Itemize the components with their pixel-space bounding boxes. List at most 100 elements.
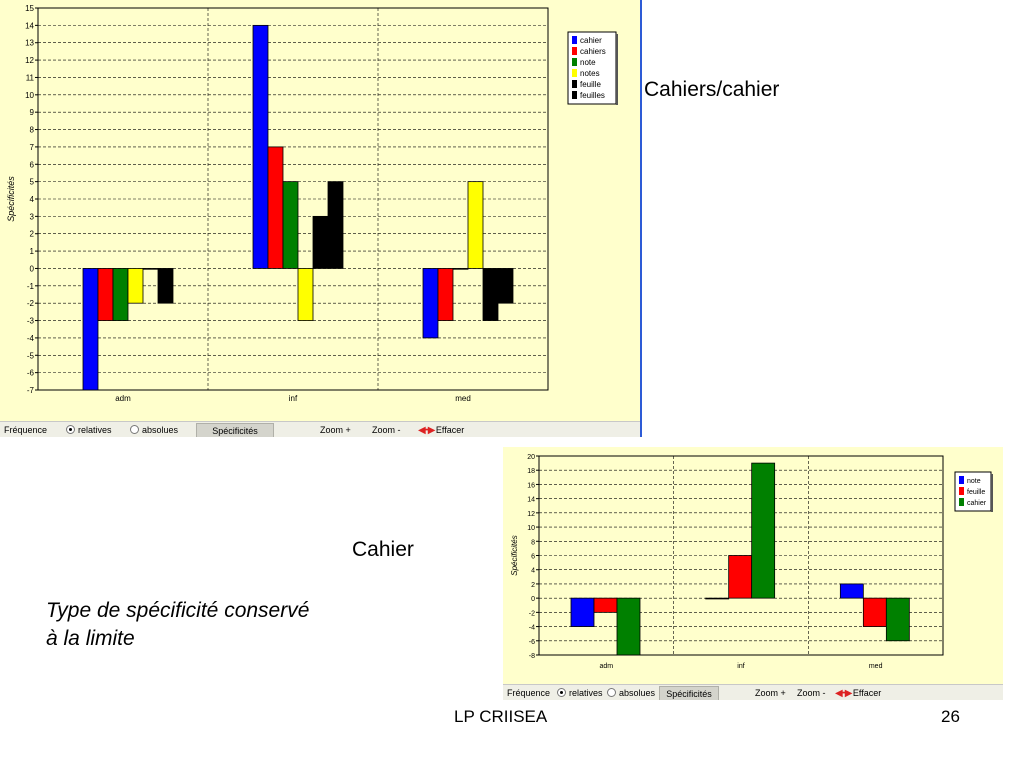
zoom-in-button[interactable]: Zoom + [320,425,351,435]
y-tick-label: 14 [25,21,34,30]
relatives-radio[interactable]: relatives [557,688,603,698]
y-tick-label: 10 [25,91,34,100]
legend-entry-notes: notes [580,69,600,78]
bar-cahier-med [885,597,910,642]
y-tick-label: 14 [527,497,535,504]
legend-entry-cahier: cahier [580,36,602,45]
absolues-radio[interactable]: absolues [130,425,178,435]
bar-cahiers-adm [97,268,114,321]
bar-note-med [839,583,864,599]
note-line-2: à la limite [46,627,135,650]
y-tick-label: 12 [25,56,34,65]
bar-feuille-med [482,268,499,321]
page-number: 26 [941,707,960,726]
category-label-inf: inf [737,663,744,670]
frequence-label: Fréquence [4,425,48,435]
effacer-label: Effacer [435,425,465,435]
y-tick-label: -8 [529,653,535,660]
y-tick-label: -2 [529,610,535,617]
legend-entry-cahier: cahier [967,500,987,507]
bar-feuille-adm [142,268,159,270]
bar-cahiers-med [437,268,454,321]
y-tick-label: -4 [27,334,35,343]
legend-entry-note: note [580,58,596,67]
tab-specificites[interactable]: Spécificités [659,686,719,700]
y-tick-label: 15 [25,4,34,13]
legend-swatch-cahier [959,498,964,506]
zoom-out-button[interactable]: Zoom - [372,425,401,435]
y-tick-label: 12 [527,511,535,518]
y-tick-label: -4 [529,625,535,632]
y-tick-label: 20 [527,454,535,461]
bar-chart-cahier: -8 -6 -4 -2 0 2 4 6 8 10 12 14 16 18 20 adm inf med Spécif… [510,454,993,670]
y-tick-label: 4 [30,195,35,204]
radio-icon[interactable] [607,688,616,697]
y-tick-label: 6 [531,554,535,561]
y-tick-label: -7 [27,386,35,395]
y-tick-label: -6 [27,369,35,378]
y-tick-label: -1 [27,282,35,291]
effacer-button[interactable]: ◀━▶ Effacer [418,425,464,436]
bar-notes-inf [297,268,314,321]
legend-swatch-cahier [572,36,577,44]
y-axis-label: Spécificités [6,176,16,222]
legend-entry-feuilles: feuilles [580,91,605,100]
bar-feuilles-med [497,268,514,304]
frequence-label: Fréquence [507,688,551,698]
legend-swatch-notes [572,69,577,77]
relatives-label: relatives [569,688,603,698]
legend-entry-feuille: feuille [580,80,601,89]
note-line-1: Type de spécificité conservé [46,599,310,622]
chart-window-top: -7 -6 -5 -4 -3 -2 -1 0 1 2 3 4 5 6 7 8 9 10 11 12 13 14 15 adm i… [0,0,642,437]
y-tick-label: 9 [30,108,35,117]
absolues-radio[interactable]: absolues [607,688,655,698]
zoom-in-button[interactable]: Zoom + [755,688,786,698]
y-tick-label: 3 [30,212,35,221]
relatives-label: relatives [78,425,112,435]
y-tick-label: 5 [30,178,35,187]
bar-notes-med [467,181,484,269]
radio-icon[interactable] [130,425,139,434]
y-tick-label: 13 [25,39,34,48]
legend-entry-cahiers: cahiers [580,47,606,56]
legend-entry-note: note [967,478,981,485]
legend-swatch-note [572,58,577,66]
double-arrow-icon: ◀━▶ [418,425,435,436]
y-tick-label: 8 [30,126,35,135]
note-text: Type de spécificité conservé à la limite [46,597,406,653]
bar-cahier-adm [82,268,99,391]
bar-cahier-inf [751,462,776,599]
double-arrow-icon: ◀━▶ [835,688,852,699]
chart-toolbar-bottom: Fréquence relatives absolues Spécificité… [503,684,1003,700]
y-tick-label: 6 [30,160,35,169]
effacer-button[interactable]: ◀━▶ Effacer [835,688,881,699]
tab-specificites[interactable]: Spécificités [196,423,274,437]
bar-feuilles-adm [157,268,174,304]
y-tick-label: -5 [27,351,35,360]
category-label-adm: adm [600,663,614,670]
effacer-label: Effacer [852,688,882,698]
radio-selected-icon[interactable] [66,425,75,434]
bar-feuille-inf [312,215,329,269]
bar-feuille-adm [593,597,618,613]
relatives-radio[interactable]: relatives [66,425,112,435]
y-tick-label: 2 [30,230,35,239]
y-axis-label: Spécificités [510,535,519,575]
zoom-out-button[interactable]: Zoom - [797,688,826,698]
y-tick-label: 16 [527,482,535,489]
bar-cahier-med [422,268,439,339]
bar-feuilles-inf [327,181,344,269]
category-label-adm: adm [115,394,131,403]
bar-note-inf [705,597,730,600]
label-cahier: Cahier [352,538,414,561]
bar-note-med [452,268,469,270]
absolues-label: absolues [142,425,179,435]
radio-selected-icon[interactable] [557,688,566,697]
bar-notes-adm [127,268,144,304]
bar-feuille-inf [728,555,753,599]
legend-swatch-feuille [572,80,577,88]
bar-cahier-inf [252,24,269,269]
bar-note-adm [112,268,129,321]
chart-toolbar: Fréquence relatives absolues Spécificité… [0,421,640,437]
legend-swatch-note [959,476,964,484]
